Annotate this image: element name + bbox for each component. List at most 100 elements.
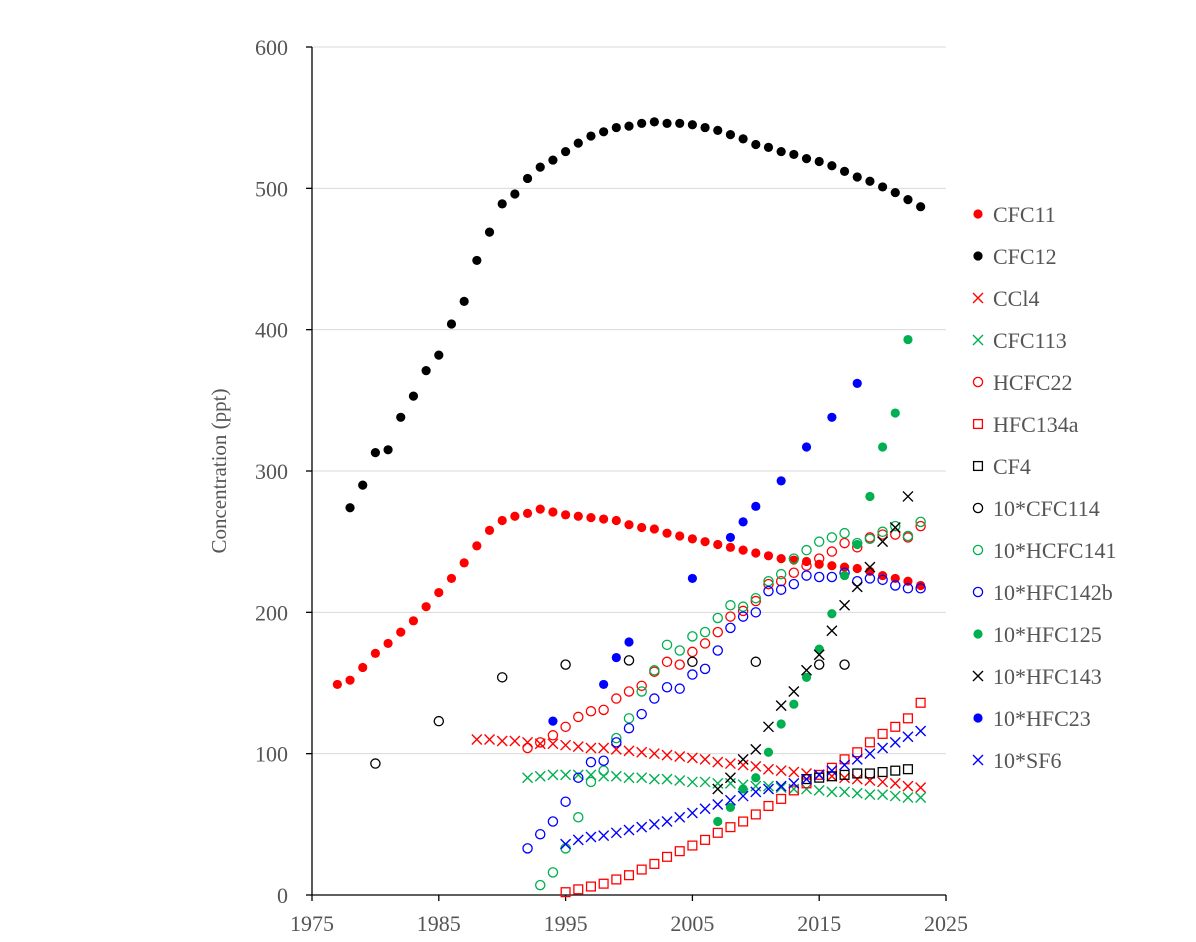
data-point <box>762 763 774 775</box>
x-tick-label: 2025 <box>924 911 968 936</box>
data-point <box>623 713 635 724</box>
data-point <box>813 659 825 670</box>
data-point <box>814 156 824 167</box>
data-point <box>864 737 875 748</box>
data-point <box>560 769 572 781</box>
legend-marker <box>972 586 984 598</box>
data-point <box>648 748 660 760</box>
data-point <box>649 665 660 676</box>
data-point <box>813 784 825 796</box>
data-point <box>623 722 635 734</box>
data-point <box>534 737 546 748</box>
x-tick-label: 1975 <box>290 911 334 936</box>
data-point <box>776 146 786 157</box>
x-tick-label: 2015 <box>797 911 841 936</box>
data-point <box>839 659 850 670</box>
data-point <box>826 571 838 583</box>
y-tick-label: 0 <box>277 883 288 908</box>
legend-item-hfc134a: HFC134a <box>972 412 1079 437</box>
data-point <box>775 568 787 580</box>
data-point <box>674 775 686 787</box>
data-point <box>345 503 355 513</box>
series-10-hfc143 <box>712 490 914 795</box>
data-point <box>827 412 837 422</box>
data-point <box>623 870 635 881</box>
data-point <box>686 807 698 819</box>
data-point <box>763 575 774 587</box>
legend-label: 10*SF6 <box>993 748 1061 773</box>
data-point <box>522 173 533 184</box>
data-point <box>497 515 507 526</box>
data-point <box>713 539 723 550</box>
data-point <box>877 574 888 586</box>
y-tick-labels: 0 100 200 300 400 500 600 <box>255 35 288 908</box>
data-point <box>775 782 787 794</box>
data-point <box>611 732 622 744</box>
data-point <box>738 545 748 555</box>
data-point <box>851 787 863 799</box>
data-point <box>700 537 710 547</box>
data-point <box>877 529 888 540</box>
data-point <box>408 616 419 626</box>
data-point <box>902 780 914 792</box>
legend-marker <box>973 629 983 639</box>
data-point <box>661 816 673 828</box>
legend-item-cfc113: CFC113 <box>972 328 1067 353</box>
legend-item-cf4: CF4 <box>972 454 1031 479</box>
legend-label: CFC113 <box>993 328 1067 353</box>
data-point <box>750 656 762 668</box>
y-tick-label: 500 <box>255 176 288 201</box>
data-point <box>839 786 851 798</box>
legend-item-hcfc22: HCFC22 <box>972 370 1072 395</box>
data-point <box>623 686 635 697</box>
legend-label: 10*HFC142b <box>993 580 1113 605</box>
data-point <box>839 166 850 176</box>
data-point <box>865 176 875 186</box>
data-point <box>547 769 559 781</box>
data-point <box>737 753 749 765</box>
data-point <box>890 580 901 591</box>
data-point <box>522 772 534 784</box>
data-point <box>687 669 698 680</box>
legend-label: 10*CFC114 <box>993 496 1100 521</box>
legend-label: HCFC22 <box>993 370 1072 395</box>
legend-item-ccl4: CCl4 <box>972 286 1039 311</box>
data-point <box>560 721 571 733</box>
series-10-hfc23 <box>548 378 862 726</box>
legend-label: HFC134a <box>993 412 1079 437</box>
data-point <box>750 786 762 798</box>
data-point <box>332 679 342 690</box>
legend-label: CFC11 <box>993 202 1056 227</box>
legend-item-cfc11: CFC11 <box>973 202 1056 227</box>
data-point <box>775 584 787 595</box>
legend-marker <box>972 460 984 472</box>
x-tick-label: 1985 <box>417 911 461 936</box>
data-point <box>801 773 813 785</box>
series-10-hfc142b <box>522 567 926 854</box>
data-point <box>421 602 431 612</box>
y-axis-label: Concentration (ppt) <box>207 388 231 553</box>
data-point <box>358 480 368 490</box>
data-point <box>725 542 736 552</box>
data-point <box>750 743 762 755</box>
data-point <box>598 878 609 889</box>
data-point <box>788 567 800 579</box>
data-point <box>750 595 762 607</box>
data-point <box>852 747 863 758</box>
data-point <box>699 626 711 638</box>
data-point <box>763 142 774 152</box>
data-point <box>750 809 761 820</box>
data-point <box>877 728 888 739</box>
data-point <box>648 818 660 830</box>
data-point <box>877 766 888 778</box>
data-point <box>535 504 545 514</box>
data-point <box>547 738 559 750</box>
data-point <box>471 734 483 746</box>
data-point <box>724 758 736 770</box>
data-point <box>509 735 521 747</box>
data-point <box>903 576 913 586</box>
data-point <box>775 765 787 777</box>
data-point <box>877 789 889 801</box>
data-point <box>750 607 762 618</box>
